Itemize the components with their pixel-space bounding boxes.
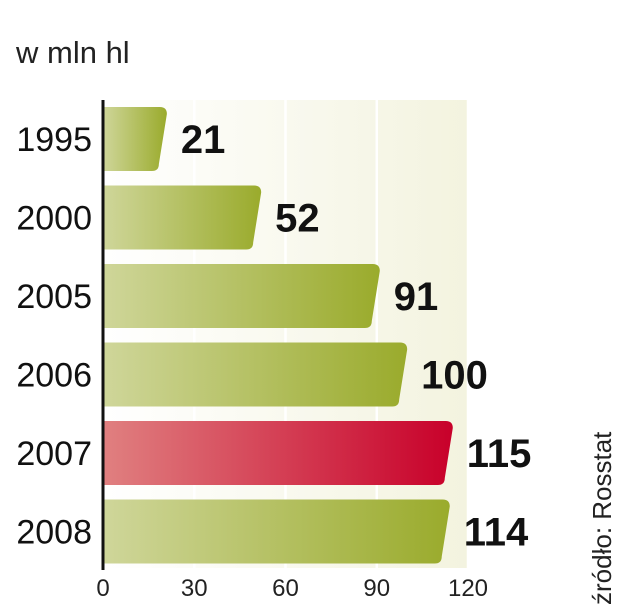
value-label: 91: [394, 275, 439, 319]
value-label: 115: [467, 432, 532, 476]
value-label: 52: [275, 197, 320, 241]
source-note: źródło: Rosstat: [587, 431, 617, 605]
category-label: 2005: [16, 278, 92, 316]
category-label: 2008: [16, 514, 92, 552]
value-label: 21: [181, 118, 226, 162]
x-tick-label: 120: [448, 575, 488, 602]
category-label: 2000: [16, 200, 92, 238]
x-tick-label: 0: [96, 575, 109, 602]
x-tick-label: 60: [272, 575, 299, 602]
bar-2006: [103, 342, 408, 407]
category-label: 2006: [16, 357, 92, 395]
bar-2007: [103, 421, 453, 485]
category-label: 2007: [16, 435, 92, 473]
bars: [103, 107, 453, 564]
bar-2000: [103, 185, 262, 250]
x-tick-labels: 0 30 60 90 120: [96, 575, 488, 602]
value-label: 114: [464, 511, 529, 555]
unit-label: w mln hl: [15, 35, 130, 70]
bar-2005: [103, 264, 380, 328]
category-labels: 1995 2000 2005 2006 2007 2008: [16, 121, 92, 552]
x-tick-label: 90: [363, 575, 390, 602]
bar-2008: [103, 499, 450, 564]
value-label: 100: [421, 354, 488, 398]
x-tick-label: 30: [181, 575, 208, 602]
value-labels: 21 52 91 100 115 114: [181, 118, 531, 555]
category-label: 1995: [16, 121, 92, 159]
gridlines: [193, 100, 470, 568]
bar-1995: [103, 107, 167, 171]
